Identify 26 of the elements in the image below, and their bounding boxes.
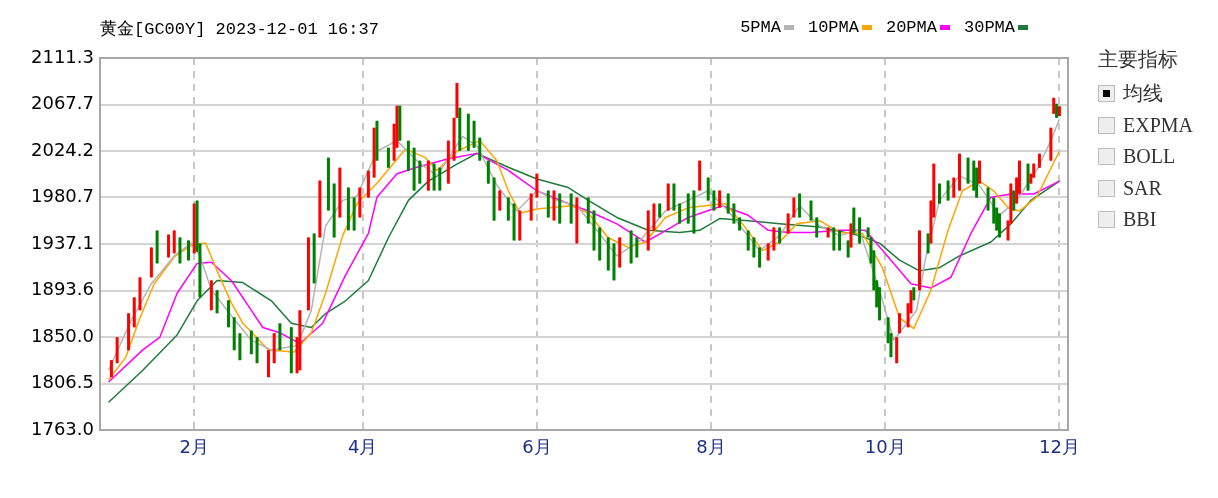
x-tick-label: 2月: [179, 436, 209, 458]
y-tick-label: 1893.6: [31, 278, 94, 300]
text: BOLL: [1123, 145, 1176, 169]
text: SAR: [1123, 176, 1162, 200]
y-tick-label: 1980.7: [31, 185, 94, 207]
legend-label: 20PMA: [885, 18, 937, 37]
y-tick-label: 1937.1: [31, 231, 94, 253]
chart-title: 黄金[GC00Y] 2023-12-01 16:37: [100, 19, 379, 39]
x-tick-label: 10月: [864, 436, 906, 458]
y-tick-label: 2067.7: [31, 92, 94, 114]
legend-label: 5PMA: [740, 18, 781, 37]
text: BBI: [1123, 208, 1157, 232]
text: 主要指标: [1098, 46, 1179, 72]
y-tick-label: 1806.5: [31, 371, 94, 393]
y-tick-label: 1850.0: [31, 324, 94, 346]
y-tick-label: 2111.3: [31, 45, 94, 67]
x-tick-label: 4月: [347, 436, 378, 458]
y-tick-label: 2024.2: [31, 138, 94, 160]
text: 均线: [1123, 81, 1163, 107]
legend-label: 10PMA: [807, 18, 859, 37]
legend-label: 30PMA: [963, 18, 1015, 37]
x-tick-label: 6月: [522, 436, 552, 458]
y-tick-label: 1763.0: [31, 417, 94, 439]
x-tick-label: 12月: [1038, 436, 1080, 458]
text: EXPMA: [1123, 113, 1194, 137]
x-tick-label: 8月: [696, 436, 726, 458]
